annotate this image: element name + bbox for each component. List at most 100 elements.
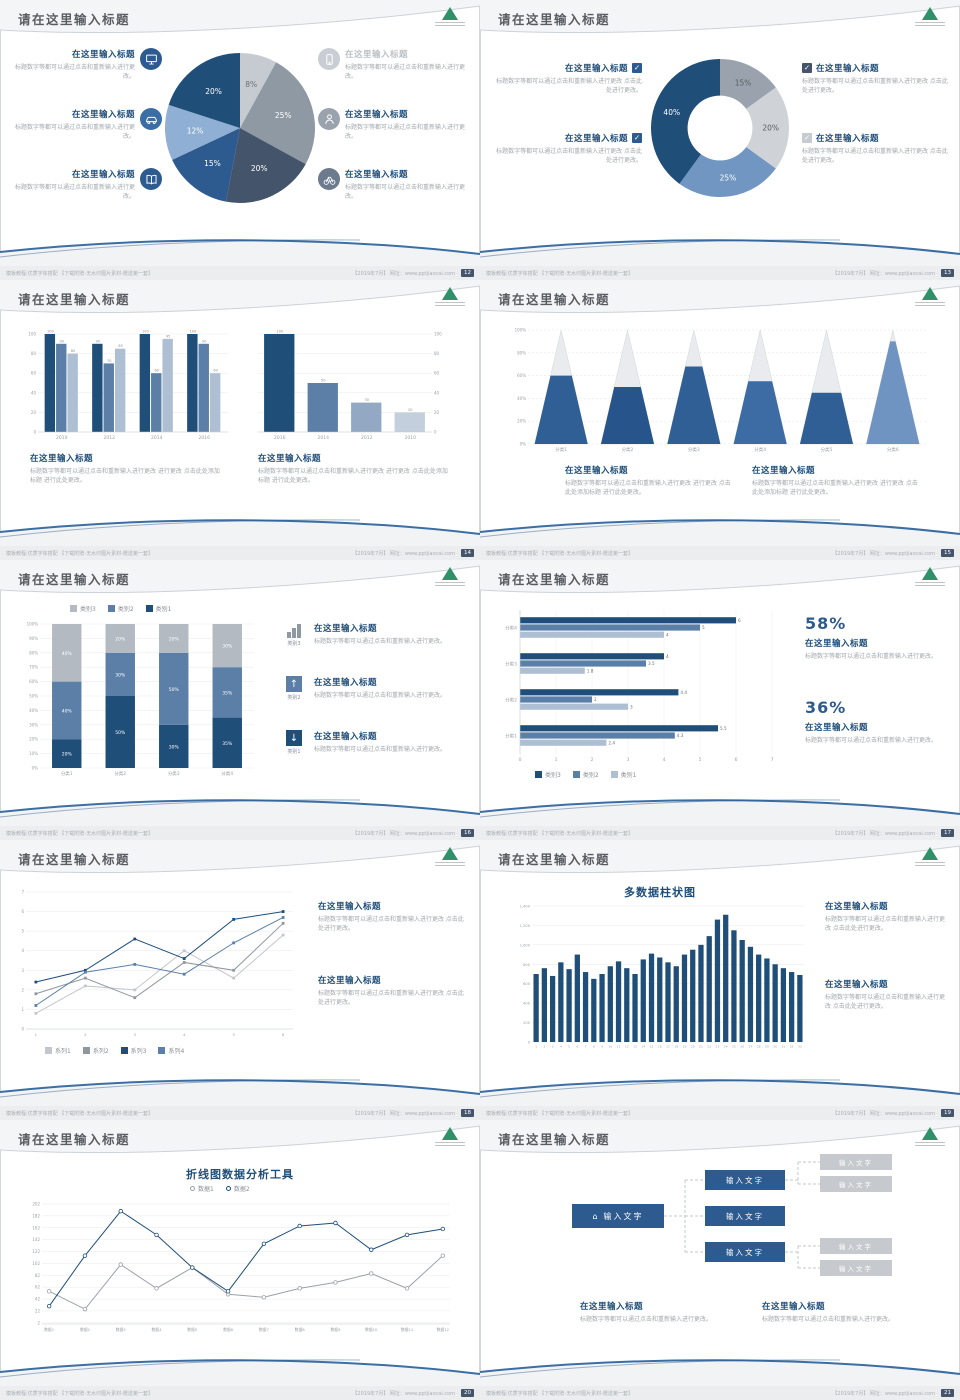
donut-callout-item[interactable]: 在这里输入标题 ✓ 标题数字等都可以通过点击和重新输入进行更改 点击此处进行更改。 — [492, 132, 642, 166]
slide-title[interactable]: 请在这里输入标题 — [18, 572, 131, 587]
slide-16[interactable]: 请在这里输入标题 类别3 类别2 类别1 0% 10% 20% 30% 40% 50% 60… — [0, 560, 480, 840]
block-title: 在这里输入标题 — [825, 902, 889, 912]
stat-title: 在这里输入标题 — [805, 639, 869, 649]
legend-label: 类别1 — [155, 606, 172, 613]
donut-chart[interactable]: 15% 20% 25% 40% — [650, 58, 790, 198]
donut-callout-item[interactable]: ✓ 在这里输入标题 标题数字等都可以通过点击和重新输入进行更改 点击此处进行更改。 — [802, 132, 952, 166]
svg-text:100: 100 — [434, 332, 442, 337]
svg-text:20%: 20% — [169, 636, 180, 642]
pie-callout-item[interactable]: 在这里输入标题 标题数字等都可以通过点击和重新输入进行更改。 — [10, 48, 162, 82]
svg-text:分类4: 分类4 — [505, 625, 517, 632]
checkbox-icon[interactable]: ✓ — [632, 133, 642, 143]
grouped-bar-chart[interactable]: 0 20 40 60 80 100 100 90 80 2010 90 70 85 2012 100 60 95… — [22, 326, 232, 444]
bottom-swoosh-decoration — [480, 799, 960, 826]
pie-callout-item[interactable]: 在这里输入标题 标题数字等都可以通过点击和重新输入进行更改。 — [318, 108, 470, 142]
slide-15[interactable]: 请在这里输入标题 0% 20% 40% 60% 80% 100% 分类1 分类2 分类3 分类4 分… — [480, 280, 960, 560]
slide-title[interactable]: 请在这里输入标题 — [498, 12, 611, 27]
text-block[interactable]: 在这里输入标题 标题数字等都可以通过点击和重新输入进行更改 进行更改 点击此处添加… — [752, 464, 922, 498]
line-chart[interactable]: 0 1 2 3 4 5 6 7 1 2 3 4 5 6 — [14, 886, 299, 1041]
slide-title[interactable]: 请在这里输入标题 — [18, 852, 131, 867]
slide-12[interactable]: 请在这里输入标题 8% 25% 20% 15% 12% 20% 在这里输入标题 标题数字等都… — [0, 0, 480, 280]
svg-text:数据8: 数据8 — [295, 1327, 306, 1332]
horizontal-bar-chart[interactable]: 0 1 2 3 4 5 6 7 5.5 4.3 2.4 分类1 4.4 2 3 分类2 4 3.5 1.8 分类3 6 5… — [494, 606, 784, 766]
svg-text:21: 21 — [699, 1045, 703, 1049]
svg-text:20%: 20% — [517, 419, 526, 424]
slide-footer: 模板教程:优质字体搭配 【下载附赠-无水印图片素材-赠送第一套】 【2019年7月… — [480, 546, 960, 560]
pie-callout-item[interactable]: 在这里输入标题 标题数字等都可以通过点击和重新输入进行更改。 — [10, 108, 162, 142]
pyramid-chart[interactable]: 0% 20% 40% 60% 80% 100% 分类1 分类2 分类3 分类4 分类5 分类6 — [508, 324, 932, 456]
donut-callout-item[interactable]: 在这里输入标题 ✓ 标题数字等都可以通过点击和重新输入进行更改 点击此处进行更改。 — [492, 62, 642, 96]
slide-title[interactable]: 请在这里输入标题 — [18, 12, 131, 27]
slide-title[interactable]: 请在这里输入标题 — [498, 1132, 611, 1147]
stat-block[interactable]: 58% 在这里输入标题 标题数字等都可以通过点击和重新输入进行更改。 — [805, 614, 950, 661]
flow-subnode[interactable]: 输入文字 — [820, 1176, 892, 1192]
slide-title[interactable]: 请在这里输入标题 — [498, 292, 611, 307]
text-block[interactable]: 在这里输入标题 标题数字等都可以通过点击和重新输入进行更改 进行更改 点击此处添加… — [30, 452, 225, 486]
home-node[interactable]: ⌂ 输入文字 — [572, 1204, 664, 1228]
svg-text:数据7: 数据7 — [259, 1327, 270, 1332]
slide-13[interactable]: 请在这里输入标题 15% 20% 25% 40% 在这里输入标题 ✓ 标题数字等都可以通… — [480, 0, 960, 280]
feature-row[interactable]: ↓ 类别1 在这里输入标题 标题数字等都可以通过点击和重新输入进行更改。 — [282, 730, 468, 755]
flow-node[interactable]: 输入文字 — [705, 1170, 785, 1190]
pie-callout-item[interactable]: 在这里输入标题 标题数字等都可以通过点击和重新输入进行更改。 — [318, 168, 470, 202]
book-icon — [140, 168, 162, 190]
svg-text:30%: 30% — [29, 722, 38, 727]
flow-subnode[interactable]: 输入文字 — [820, 1154, 892, 1170]
svg-text:30%: 30% — [222, 644, 233, 650]
slide-21[interactable]: 请在这里输入标题 ⌂ 输入文字 输入文字 输入文字 输入文字 输入文字 输入文字 … — [480, 1120, 960, 1400]
text-block[interactable]: 在这里输入标题 标题数字等都可以通过点击和重新输入进行更改 点击此处进行更改。 — [825, 978, 947, 1012]
stat-block[interactable]: 36% 在这里输入标题 标题数字等都可以通过点击和重新输入进行更改。 — [805, 698, 950, 745]
slide-title[interactable]: 请在这里输入标题 — [498, 572, 611, 587]
logo-mountain-icon — [442, 1127, 458, 1140]
pie-chart[interactable]: 8% 25% 20% 15% 12% 20% — [164, 52, 316, 204]
slide-14[interactable]: 请在这里输入标题 0 20 40 60 80 100 100 90 80 2010 90 70 85 20… — [0, 280, 480, 560]
svg-text:0: 0 — [519, 757, 522, 763]
checkbox-icon[interactable]: ✓ — [632, 63, 642, 73]
svg-text:2014: 2014 — [151, 435, 163, 441]
text-block[interactable]: 在这里输入标题 标题数字等都可以通过点击和重新输入进行更改 进行更改 点击此处添加… — [258, 452, 453, 486]
svg-text:800: 800 — [523, 963, 531, 967]
slide-title[interactable]: 请在这里输入标题 — [498, 852, 611, 867]
slide-title[interactable]: 请在这里输入标题 — [18, 292, 131, 307]
slide-19[interactable]: 请在这里输入标题 多数据柱状图 0 200 400 600 800 1,000 1,200 1… — [480, 840, 960, 1120]
svg-text:20%: 20% — [251, 164, 268, 173]
slide-title[interactable]: 请在这里输入标题 — [18, 1132, 131, 1147]
checkbox-icon[interactable]: ✓ — [802, 63, 812, 73]
bar-chart[interactable]: 0 20 40 60 80 100 100 2016 50 2014 30 2012 20 2010 — [252, 326, 452, 444]
bottom-swoosh-decoration — [0, 239, 480, 266]
svg-text:85: 85 — [118, 344, 122, 348]
flow-subnode[interactable]: 输入文字 — [820, 1260, 892, 1276]
svg-text:24: 24 — [724, 1045, 728, 1049]
svg-text:95: 95 — [166, 334, 170, 338]
text-block[interactable]: 在这里输入标题 标题数字等都可以通过点击和重新输入进行更改 点击此处进行更改。 — [318, 974, 468, 1008]
svg-text:6: 6 — [282, 1032, 285, 1037]
feature-row[interactable]: ↑ 类别2 在这里输入标题 标题数字等都可以通过点击和重新输入进行更改。 — [282, 676, 468, 701]
pie-callout-item[interactable]: 在这里输入标题 标题数字等都可以通过点击和重新输入进行更改。 — [318, 48, 470, 82]
svg-text:3: 3 — [21, 968, 24, 973]
flow-node[interactable]: 输入文字 — [705, 1242, 785, 1262]
svg-text:20%: 20% — [29, 737, 38, 742]
feature-row[interactable]: 类别3 在这里输入标题 标题数字等都可以通过点击和重新输入进行更改。 — [282, 622, 468, 647]
slide-17[interactable]: 请在这里输入标题 0 1 2 3 4 5 6 7 5.5 4.3 2.4 分类1 4.4 2 3 分类2 4 3.… — [480, 560, 960, 840]
bottom-swoosh-decoration — [0, 799, 480, 826]
pie-callout-item[interactable]: 在这里输入标题 标题数字等都可以通过点击和重新输入进行更改。 — [10, 168, 162, 202]
checkbox-icon[interactable]: ✓ — [802, 133, 812, 143]
text-block[interactable]: 在这里输入标题 标题数字等都可以通过点击和重新输入进行更改。 — [580, 1300, 740, 1324]
slide-20[interactable]: 请在这里输入标题 折线图数据分析工具 数据1 数据2 2 22 42 62 82 102 1… — [0, 1120, 480, 1400]
item-body: 标题数字等都可以通过点击和重新输入进行更改。 — [14, 123, 135, 141]
svg-text:1: 1 — [21, 1007, 24, 1012]
flow-subnode[interactable]: 输入文字 — [820, 1238, 892, 1254]
flow-node[interactable]: 输入文字 — [705, 1206, 785, 1226]
svg-text:2012: 2012 — [104, 435, 116, 441]
svg-text:4: 4 — [21, 948, 24, 953]
svg-text:20%: 20% — [62, 752, 73, 758]
text-block[interactable]: 在这里输入标题 标题数字等都可以通过点击和重新输入进行更改 点击此处进行更改。 — [318, 900, 468, 934]
donut-callout-item[interactable]: ✓ 在这里输入标题 标题数字等都可以通过点击和重新输入进行更改 点击此处进行更改。 — [802, 62, 952, 96]
text-block[interactable]: 在这里输入标题 标题数字等都可以通过点击和重新输入进行更改。 — [762, 1300, 922, 1324]
stacked-bar-chart[interactable]: 0% 10% 20% 30% 40% 50% 60% 70% 80% 90% 100% 20% 40% 4… — [22, 618, 260, 780]
text-block[interactable]: 在这里输入标题 标题数字等都可以通过点击和重新输入进行更改 进行更改 点击此处添加… — [565, 464, 735, 498]
text-block[interactable]: 在这里输入标题 标题数字等都可以通过点击和重新输入进行更改 点击此处进行更改。 — [825, 900, 947, 934]
